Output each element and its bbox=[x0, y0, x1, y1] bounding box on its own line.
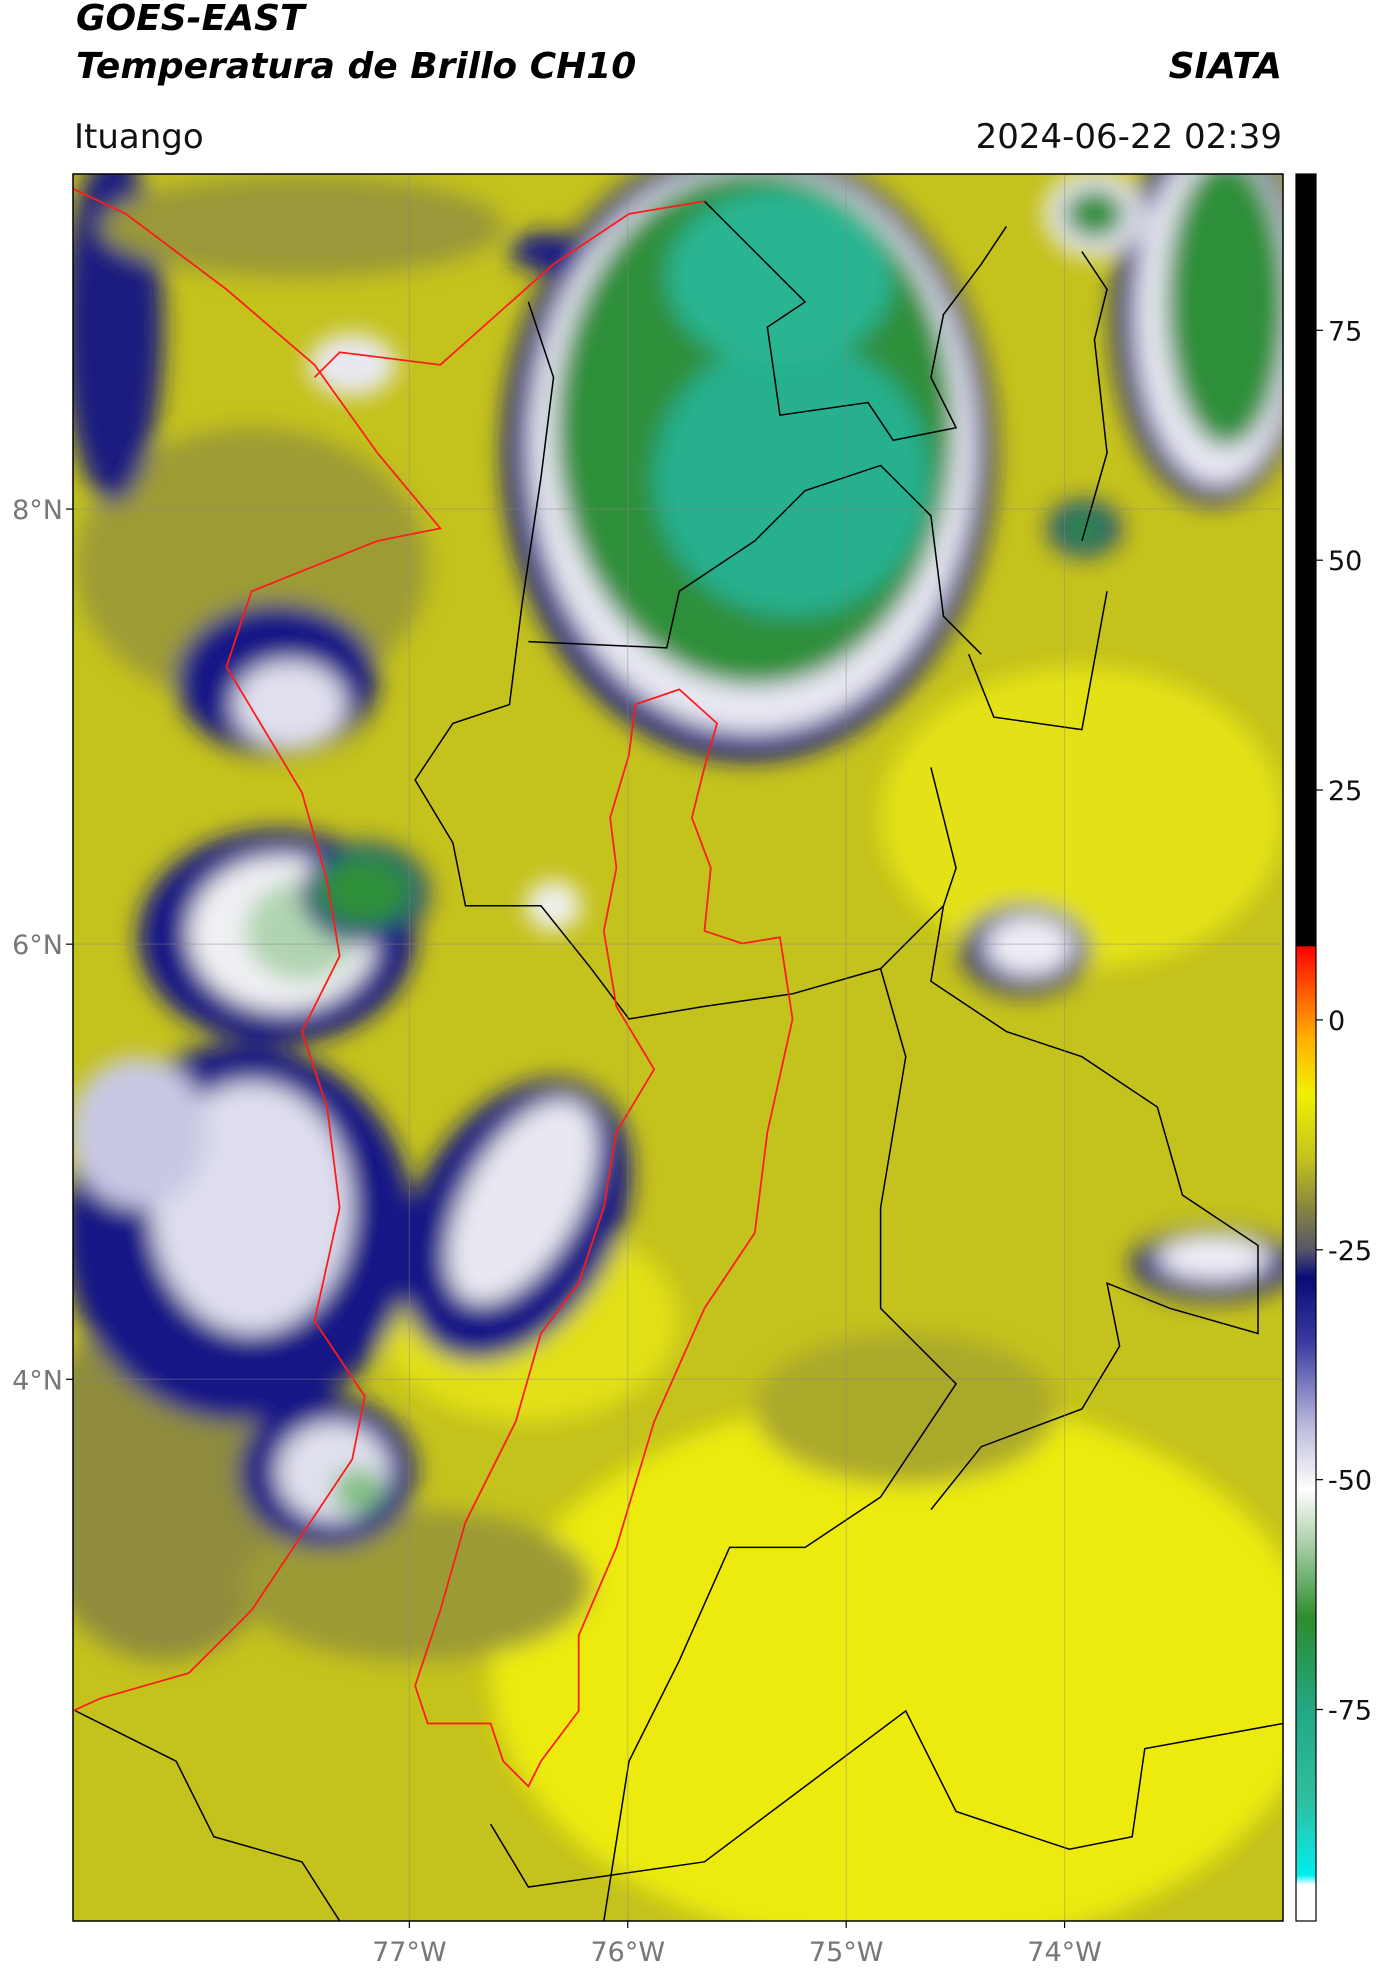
boundaries bbox=[75, 200, 1283, 1921]
colorbar-tick-label: 75 bbox=[1328, 316, 1362, 347]
colorbar-segment bbox=[1296, 946, 1316, 984]
location: Ituango bbox=[74, 117, 204, 157]
colorbar-tick-label: 0 bbox=[1328, 1006, 1345, 1037]
x-tick-label: 77°W bbox=[372, 1937, 447, 1968]
colorbar-tick-label: -25 bbox=[1328, 1236, 1372, 1267]
timestamp: 2024-06-22 02:39 bbox=[976, 117, 1282, 157]
y-tick-label: 6°N bbox=[12, 930, 63, 961]
colorbar-segment bbox=[1296, 1249, 1316, 1278]
colorbar-segment bbox=[1296, 1709, 1316, 1803]
subtitle: Temperatura de Brillo CH10 bbox=[76, 46, 636, 87]
colorbar-segment bbox=[1296, 1617, 1316, 1711]
colorbar-tick-label: -50 bbox=[1328, 1466, 1372, 1497]
colorbar-segment bbox=[1296, 945, 1316, 947]
map-frame bbox=[72, 173, 1284, 1922]
title: GOES-EAST bbox=[76, 0, 307, 39]
colorbar: -75 -50 -25 0 25 50 75 bbox=[1296, 174, 1372, 1922]
colorbar-segment bbox=[1296, 1093, 1316, 1159]
colorbar-segment bbox=[1296, 1277, 1316, 1343]
colorbar-frame bbox=[1295, 173, 1317, 1922]
colorbar-tick-label: 50 bbox=[1328, 546, 1362, 577]
y-tick-label: 4°N bbox=[12, 1365, 63, 1396]
colorbar-segment bbox=[1296, 1801, 1316, 1876]
colorbar-segment bbox=[1296, 983, 1316, 1039]
y-tick-label: 8°N bbox=[12, 495, 63, 526]
x-tick-label: 74°W bbox=[1027, 1937, 1102, 1968]
red-boundaries bbox=[73, 187, 794, 1788]
colorbar-segment bbox=[1296, 1875, 1316, 1885]
grid: 77°W 76°W 75°W 74°W 4°N 6°N 8°N bbox=[12, 174, 1283, 1968]
map-image bbox=[73, 174, 1283, 1921]
colorbar-segment bbox=[1296, 1884, 1316, 1922]
colorbar-segment bbox=[1296, 1203, 1316, 1251]
colorbar-segment bbox=[1296, 174, 1316, 947]
brand: SIATA bbox=[1169, 46, 1282, 87]
colorbar-segment bbox=[1296, 1157, 1316, 1205]
colorbar-segment bbox=[1296, 1038, 1316, 1095]
colorbar-tick-label: -75 bbox=[1328, 1696, 1372, 1727]
colorbar-segment bbox=[1296, 1544, 1316, 1619]
colorbar-tick-label: 25 bbox=[1328, 776, 1362, 807]
colorbar-segment bbox=[1296, 1424, 1316, 1490]
colorbar-segment bbox=[1296, 1488, 1316, 1545]
x-tick-label: 76°W bbox=[590, 1937, 665, 1968]
colorbar-segment bbox=[1296, 1341, 1316, 1426]
x-tick-label: 75°W bbox=[809, 1937, 884, 1968]
